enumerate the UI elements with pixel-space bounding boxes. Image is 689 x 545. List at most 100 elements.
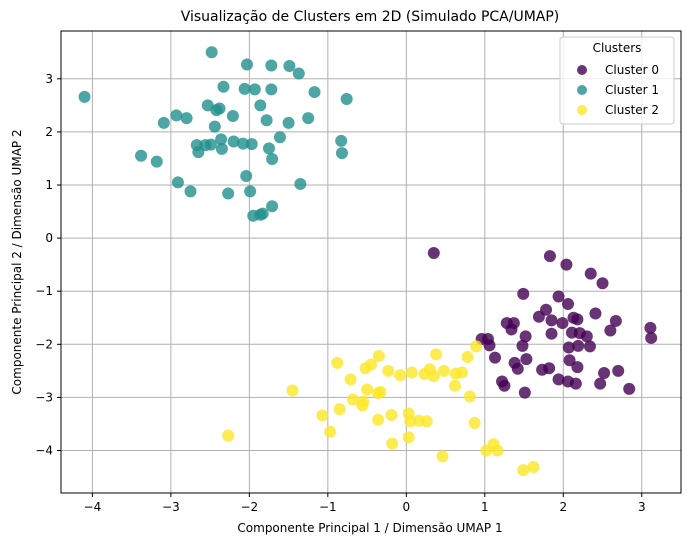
data-point [286,384,299,397]
y-axis: −4 −3 −2 −1 0 1 2 3 [35,72,61,458]
data-point [405,366,418,379]
y-tick-label: 0 [45,231,53,245]
x-tick-label: −2 [241,500,259,514]
data-point [598,366,611,379]
data-point [569,377,582,390]
x-tick-label: −4 [84,500,102,514]
y-tick-label: −2 [35,337,53,351]
data-point [302,112,315,125]
data-point [292,67,305,80]
data-point [361,383,374,396]
data-point [316,409,329,422]
data-point [241,58,253,71]
data-point [561,297,574,310]
y-tick-label: 3 [45,72,53,86]
data-point [427,246,440,259]
data-point [217,80,230,93]
data-point [308,86,321,99]
data-points [78,46,658,477]
legend-label: Cluster 1 [605,83,659,97]
data-point [248,83,261,96]
data-point [171,176,184,189]
legend-marker [577,65,587,75]
data-point [394,369,407,382]
data-point [562,341,575,354]
x-tick-label: 1 [481,500,489,514]
data-point [335,134,348,147]
data-point [623,382,636,395]
data-point [331,356,344,369]
x-tick-label: 3 [638,500,646,514]
data-point [210,104,223,117]
x-tick-label: 0 [402,500,410,514]
data-point [205,46,218,59]
x-tick-label: −1 [319,500,337,514]
data-point [382,364,395,377]
data-point [543,362,556,375]
grid-lines [61,31,681,493]
data-point [385,408,398,421]
data-point [157,116,170,129]
data-point [180,112,193,125]
data-point [612,364,625,377]
data-point [356,399,369,412]
x-tick-label: −3 [162,500,180,514]
data-point [489,351,501,364]
data-point [204,138,217,151]
legend-label: Cluster 2 [605,103,659,117]
data-point [266,152,279,165]
data-point [532,310,545,323]
y-tick-label: −3 [35,390,53,404]
data-point [374,386,387,399]
x-axis-label: Componente Principal 1 / Dimensão UMAP 1 [237,521,502,535]
data-point [265,83,278,96]
data-point [170,109,183,122]
data-point [282,116,295,129]
series-cluster-1 [78,46,353,222]
data-point [584,267,597,280]
data-point [571,361,584,374]
data-point [222,429,235,442]
data-point [596,277,609,290]
y-tick-label: 1 [45,178,53,192]
data-point [519,330,532,343]
data-point [552,373,565,386]
data-point [324,425,337,438]
data-point [461,351,474,364]
data-point [226,109,239,122]
data-point [436,450,449,463]
data-point [468,416,481,429]
series-cluster-2 [222,340,540,477]
data-point [247,209,260,222]
data-point [645,331,658,344]
y-tick-label: −4 [35,444,53,458]
data-point [283,60,296,73]
data-point [572,339,585,352]
data-point [192,146,205,159]
legend-marker [577,85,587,95]
data-point [644,321,657,334]
data-point [552,290,565,303]
data-point [518,386,531,399]
data-point [545,314,558,327]
data-point [340,92,353,105]
data-point [517,464,530,477]
y-tick-label: −1 [35,284,53,298]
data-point [78,90,91,103]
x-tick-label: 2 [559,500,567,514]
data-point [583,340,596,353]
data-point [470,340,483,353]
data-point [609,314,622,327]
data-point [135,149,148,162]
chart-title: Visualização de Clusters em 2D (Simulado… [181,9,560,25]
data-point [240,169,253,182]
data-point [294,177,307,190]
data-point [238,82,251,95]
data-point [511,362,524,375]
data-point [245,138,258,151]
data-point [273,131,286,144]
data-point [430,348,443,361]
data-point [545,327,558,340]
data-point [237,137,250,150]
data-point [505,323,518,336]
